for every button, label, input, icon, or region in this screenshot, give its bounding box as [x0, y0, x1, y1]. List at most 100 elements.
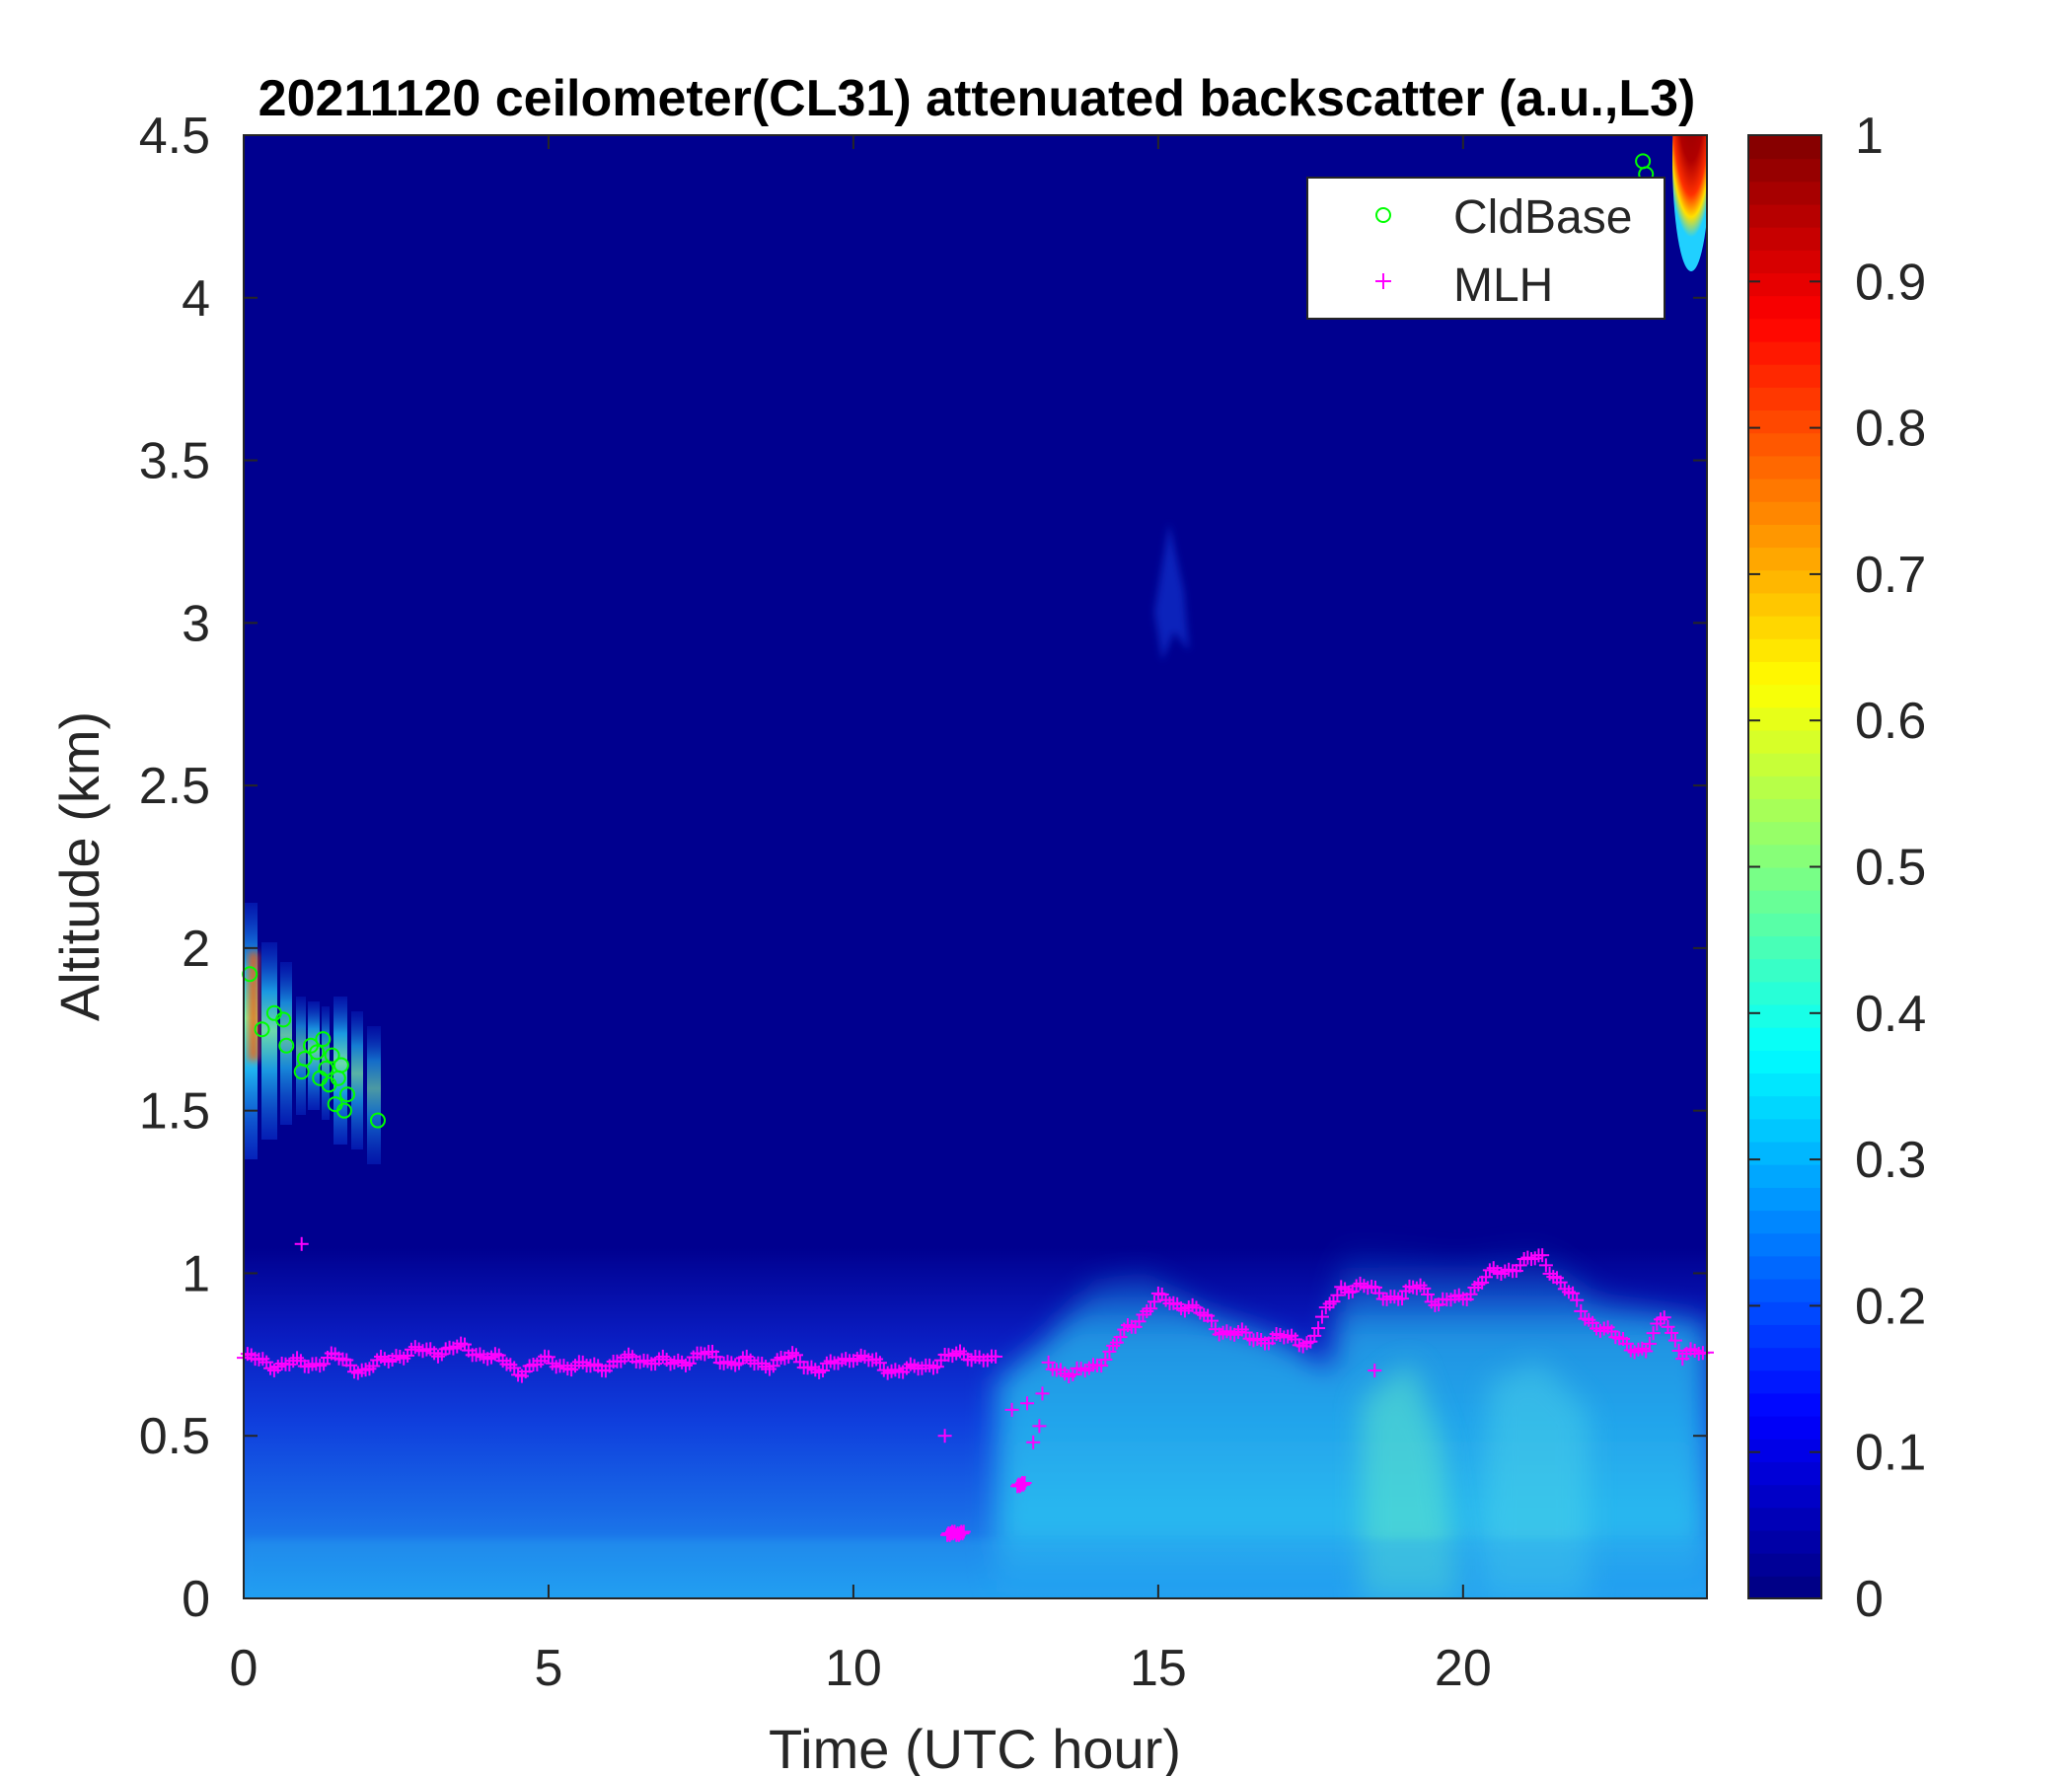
legend-box — [1306, 177, 1665, 320]
cldbase-marker — [254, 1021, 270, 1038]
colorbar-stripe — [1748, 203, 1821, 228]
colorbar-stripe — [1748, 340, 1821, 365]
mlh-marker — [872, 1356, 887, 1370]
colorbar-stripe — [1748, 318, 1821, 342]
colorbar-tick-label: 0.3 — [1855, 1132, 1926, 1189]
colorbar-stripe — [1748, 158, 1821, 183]
mlh-marker — [1395, 1292, 1410, 1306]
colorbar-stripe — [1748, 1003, 1821, 1028]
colorbar-tick-label: 0.8 — [1855, 401, 1926, 458]
colorbar-stripe — [1748, 523, 1821, 549]
mlh-marker — [956, 1524, 971, 1539]
colorbar-stripe — [1748, 1415, 1821, 1440]
colorbar-stripe — [1748, 295, 1821, 320]
mlh-marker — [1017, 1476, 1032, 1491]
colorbar-stripe — [1748, 889, 1821, 914]
cldbase-marker — [315, 1031, 332, 1048]
mlh-marker — [1004, 1402, 1019, 1417]
colorbar-stripe — [1748, 1484, 1821, 1509]
colorbar-stripe — [1748, 821, 1821, 846]
colorbar-stripe — [1748, 455, 1821, 480]
legend-cldbase-marker — [1375, 207, 1391, 223]
mlh-marker — [1657, 1310, 1671, 1325]
y-tick-label: 1 — [182, 1245, 210, 1302]
heatmap-high-cloud — [1672, 135, 1707, 271]
colorbar-stripe — [1748, 1438, 1821, 1462]
plot-frame — [243, 134, 1708, 1599]
colorbar-tick-label: 0.6 — [1855, 693, 1926, 750]
mlh-marker — [1026, 1435, 1041, 1449]
colorbar-stripe — [1748, 226, 1821, 251]
colorbar-tick-label: 0.2 — [1855, 1278, 1926, 1335]
heatmap-upper-plume — [1154, 523, 1189, 661]
colorbar-stripe — [1748, 1575, 1821, 1599]
mlh-marker — [1646, 1326, 1661, 1341]
mlh-marker — [989, 1349, 1003, 1364]
mlh-marker — [1570, 1293, 1585, 1307]
colorbar-stripe — [1748, 615, 1821, 639]
mlh-marker — [937, 1429, 952, 1443]
x-tick-label: 20 — [1435, 1640, 1492, 1697]
colorbar-stripe — [1748, 684, 1821, 708]
series-mlh — [237, 1236, 1714, 1542]
cldbase-marker — [369, 1112, 386, 1129]
colorbar-stripe — [1748, 1095, 1821, 1120]
colorbar-stripe — [1748, 981, 1821, 1005]
x-tick-label: 10 — [825, 1640, 882, 1697]
colorbar-stripe — [1748, 1255, 1821, 1280]
mlh-marker — [1330, 1288, 1345, 1302]
x-axis-label: Time (UTC hour) — [769, 1718, 1181, 1776]
colorbar-tick-label: 0.4 — [1855, 986, 1926, 1043]
colorbar-ticks: 0 0.1 0.2 0.3 0.4 0.5 0.6 0.7 0.8 0.9 1 — [1748, 108, 1926, 1628]
colorbar-tick-label: 0.7 — [1855, 547, 1926, 604]
colorbar-stripe — [1748, 1073, 1821, 1097]
colorbar-stripe — [1748, 272, 1821, 297]
mlh-marker — [1113, 1330, 1128, 1345]
x-axis: 0 5 10 15 20 — [230, 135, 1492, 1697]
plot-area — [237, 134, 1714, 1599]
mlh-marker — [1035, 1386, 1050, 1401]
mlh-marker — [816, 1363, 831, 1377]
mlh-marker — [1204, 1313, 1219, 1328]
colorbar-stripe — [1748, 1323, 1821, 1349]
colorbar-stripe — [1748, 1460, 1821, 1486]
mlh-marker — [1147, 1295, 1162, 1309]
colorbar-stripe — [1748, 1210, 1821, 1234]
colorbar-stripe — [1748, 1529, 1821, 1554]
cldbase-marker — [309, 1044, 326, 1061]
colorbar-stripe — [1748, 1507, 1821, 1531]
y-tick-label: 4 — [182, 270, 210, 328]
colorbar-stripe — [1748, 1141, 1821, 1165]
mlh-marker — [1574, 1303, 1589, 1318]
cldbase-marker — [333, 1057, 349, 1073]
legend-mlh-label: MLH — [1453, 259, 1553, 312]
colorbar-tick-label: 0 — [1855, 1571, 1884, 1628]
x-tick-label: 0 — [230, 1640, 259, 1697]
colorbar-stripe — [1748, 249, 1821, 274]
mlh-marker — [1020, 1396, 1035, 1411]
colorbar-stripe — [1748, 478, 1821, 502]
cldbase-marker — [324, 1047, 340, 1064]
colorbar-stripe — [1748, 1026, 1821, 1051]
y-tick-label: 3 — [182, 595, 210, 652]
colorbar-stripe — [1748, 866, 1821, 891]
colorbar-tick-label: 0.9 — [1855, 254, 1926, 311]
mlh-marker — [1667, 1333, 1682, 1348]
mlh-marker — [1368, 1364, 1382, 1378]
colorbar-stripe — [1748, 386, 1821, 411]
colorbar-stripe — [1748, 912, 1821, 937]
colorbar-stripe — [1748, 958, 1821, 983]
cldbase-marker — [339, 1086, 356, 1103]
colorbar-stripe — [1748, 1392, 1821, 1417]
y-tick-label: 1.5 — [139, 1083, 210, 1141]
colorbar-tick-label: 1 — [1855, 108, 1884, 165]
colorbar-stripe — [1748, 569, 1821, 594]
colorbar-stripe — [1748, 1300, 1821, 1325]
colorbar-stripe — [1748, 1347, 1821, 1371]
colorbar-stripe — [1748, 729, 1821, 754]
colorbar-stripe — [1748, 1163, 1821, 1188]
mlh-marker — [294, 1236, 309, 1251]
chart-title: 20211120 ceilometer(CL31) attenuated bac… — [259, 70, 1696, 127]
cldbase-marker — [296, 1050, 313, 1067]
